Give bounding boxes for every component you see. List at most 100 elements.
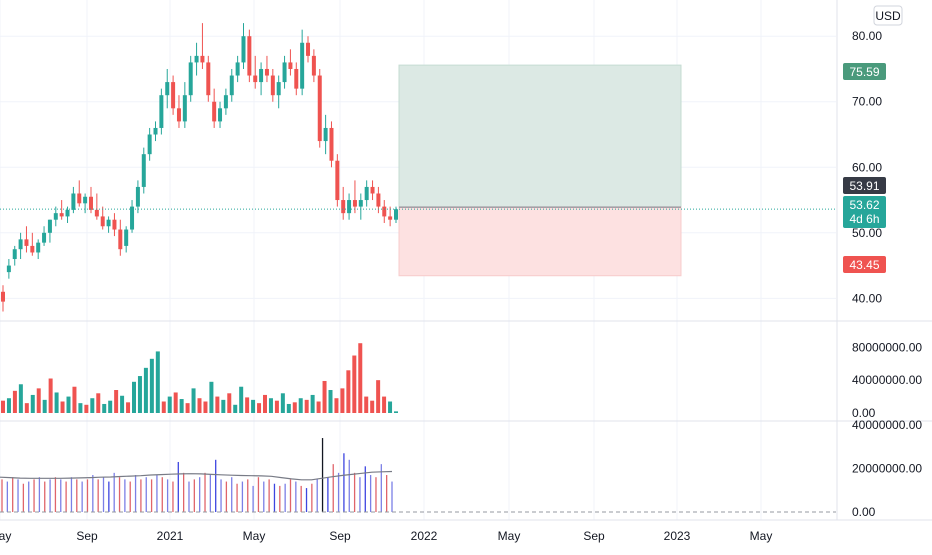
currency-button[interactable]: USD (873, 5, 903, 26)
volume-bar (185, 403, 190, 413)
candle-body (1, 291, 5, 302)
candle-body (223, 95, 228, 109)
candle-body (311, 55, 316, 76)
candle-body (376, 193, 381, 207)
last-close-price-text: 53.91 (849, 179, 879, 193)
candle-body (165, 82, 170, 96)
volume-bar (54, 392, 59, 413)
time-axis-label: May (750, 529, 773, 543)
volume-bar (132, 381, 136, 413)
current-price-tag: 53.62 4d 6h (843, 196, 886, 228)
candle-body (18, 239, 23, 250)
volume-bar (72, 386, 77, 413)
lower-tick-label: 40000000.00 (852, 418, 922, 432)
candle-body (352, 200, 357, 207)
candle-body (259, 68, 264, 83)
candle-body (124, 229, 129, 246)
candle-body (388, 216, 393, 220)
volume-bar (298, 398, 303, 413)
candle-body (317, 75, 322, 142)
volume-bar (364, 396, 369, 413)
volume-bar (90, 398, 95, 413)
volume-bar (292, 402, 297, 413)
volume-bar (84, 404, 89, 413)
stop-price-text: 43.45 (849, 258, 879, 272)
volume-bar (251, 399, 256, 413)
time-axis-label: Sep (76, 529, 98, 543)
price-tick-label: 60.00 (852, 160, 882, 174)
volume-bar (209, 381, 214, 413)
candle-body (112, 219, 117, 230)
candle-body (77, 193, 82, 204)
volume-bar (179, 399, 184, 413)
candle-body (6, 265, 11, 273)
volume-tick-label: 0.00 (852, 406, 876, 420)
time-axis-label: May (498, 529, 521, 543)
candle-body (71, 193, 76, 210)
volume-bar (316, 401, 321, 413)
time-axis-label: May (243, 529, 266, 543)
time-axis-label: May (0, 529, 11, 543)
volume-bar (245, 397, 250, 413)
candle-body (182, 95, 187, 122)
candle-body (300, 42, 305, 89)
candle-body (294, 68, 299, 89)
volume-bar (334, 398, 339, 413)
candle-body (100, 216, 105, 227)
volume-bar (137, 376, 142, 413)
volume-bar (263, 394, 267, 413)
candle-body (282, 62, 287, 83)
moving-average-line (0, 470, 393, 481)
volume-bar (42, 399, 47, 413)
time-axis-label: 2023 (664, 529, 691, 543)
volume-bar (149, 358, 154, 413)
volume-tick-label: 40000000.00 (852, 373, 922, 387)
volume-bar (48, 378, 53, 413)
volume-bar (274, 400, 279, 413)
volume-bar (167, 396, 172, 413)
volume-bar (239, 386, 244, 413)
target-price-tag: 75.59 (843, 63, 886, 80)
candle-body (53, 213, 58, 220)
volume-bar (143, 367, 148, 413)
volume-bar (370, 400, 375, 413)
candle-body (253, 75, 258, 83)
volume-bar (322, 380, 327, 413)
candle-body (288, 62, 293, 69)
profit-zone (398, 64, 682, 208)
candle-body (200, 55, 205, 63)
candle-body (36, 242, 41, 253)
candle-body (147, 134, 152, 155)
price-tick-label: 80.00 (852, 29, 882, 43)
current-price-text: 53.62 (849, 198, 879, 212)
volume-bar (36, 388, 41, 413)
candle-body (106, 219, 111, 227)
candle-body (47, 219, 52, 233)
bar-countdown-text: 4d 6h (849, 212, 879, 226)
candle-body (59, 213, 64, 217)
price-tick-label: 50.00 (852, 226, 882, 240)
volume-bar (268, 398, 273, 413)
volume-bar (197, 398, 202, 413)
volume-bar (173, 392, 178, 413)
volume-bar (102, 403, 107, 413)
candle-body (323, 127, 328, 142)
volume-bar (215, 396, 220, 413)
candle-body (394, 209, 398, 220)
volume-series (1, 343, 398, 413)
volume-bar (66, 396, 71, 413)
position-zones[interactable] (398, 64, 682, 277)
candle-body (135, 186, 140, 207)
candle-body (118, 229, 123, 250)
volume-bar (78, 403, 83, 413)
candle-body (24, 239, 29, 246)
candle-body (229, 75, 234, 96)
volume-bar (12, 390, 17, 413)
candle-body (347, 200, 352, 214)
volume-bar (394, 411, 398, 413)
volume-bar (233, 404, 238, 413)
volume-bar (340, 388, 345, 413)
price-tick-label: 70.00 (852, 95, 882, 109)
